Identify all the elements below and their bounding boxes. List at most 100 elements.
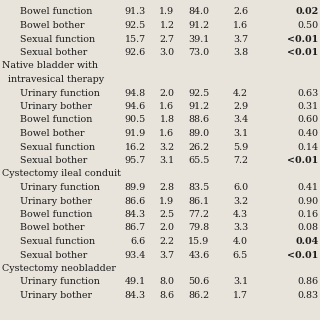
Text: Native bladder with: Native bladder with	[2, 61, 98, 70]
Text: 0.86: 0.86	[297, 277, 318, 286]
Text: 86.1: 86.1	[188, 196, 210, 205]
Text: 2.8: 2.8	[159, 183, 174, 192]
Text: Sexual bother: Sexual bother	[20, 48, 87, 57]
Text: 1.6: 1.6	[159, 129, 174, 138]
Text: Cystectomy ileal conduit: Cystectomy ileal conduit	[2, 170, 120, 179]
Text: 3.2: 3.2	[233, 196, 248, 205]
Text: 0.50: 0.50	[297, 21, 318, 30]
Text: 3.1: 3.1	[233, 277, 248, 286]
Text: 0.31: 0.31	[297, 102, 318, 111]
Text: Urinary bother: Urinary bother	[20, 291, 92, 300]
Text: 0.41: 0.41	[297, 183, 318, 192]
Text: 3.3: 3.3	[233, 223, 248, 233]
Text: 2.6: 2.6	[233, 7, 248, 17]
Text: 73.0: 73.0	[188, 48, 210, 57]
Text: 1.7: 1.7	[233, 291, 248, 300]
Text: 2.2: 2.2	[159, 237, 174, 246]
Text: 86.6: 86.6	[124, 196, 146, 205]
Text: 3.4: 3.4	[233, 116, 248, 124]
Text: Sexual function: Sexual function	[20, 35, 95, 44]
Text: 83.5: 83.5	[188, 183, 210, 192]
Text: 50.6: 50.6	[188, 277, 210, 286]
Text: 2.7: 2.7	[159, 35, 174, 44]
Text: Urinary function: Urinary function	[20, 277, 100, 286]
Text: 92.5: 92.5	[124, 21, 146, 30]
Text: Sexual function: Sexual function	[20, 142, 95, 151]
Text: 94.6: 94.6	[124, 102, 146, 111]
Text: 65.5: 65.5	[188, 156, 210, 165]
Text: 8.6: 8.6	[159, 291, 174, 300]
Text: 1.8: 1.8	[159, 116, 174, 124]
Text: Bowel bother: Bowel bother	[20, 223, 84, 233]
Text: 43.6: 43.6	[188, 251, 210, 260]
Text: 6.0: 6.0	[233, 183, 248, 192]
Text: 91.2: 91.2	[188, 21, 210, 30]
Text: Bowel bother: Bowel bother	[20, 21, 84, 30]
Text: 0.90: 0.90	[297, 196, 318, 205]
Text: 8.0: 8.0	[159, 277, 174, 286]
Text: 91.3: 91.3	[124, 7, 146, 17]
Text: 0.83: 0.83	[297, 291, 318, 300]
Text: 1.9: 1.9	[159, 7, 174, 17]
Text: 3.7: 3.7	[159, 251, 174, 260]
Text: 88.6: 88.6	[188, 116, 210, 124]
Text: intravesical therapy: intravesical therapy	[2, 75, 104, 84]
Text: 0.16: 0.16	[297, 210, 318, 219]
Text: 15.7: 15.7	[124, 35, 146, 44]
Text: 1.9: 1.9	[159, 196, 174, 205]
Text: 86.7: 86.7	[124, 223, 146, 233]
Text: Sexual bother: Sexual bother	[20, 156, 87, 165]
Text: 3.0: 3.0	[159, 48, 174, 57]
Text: Bowel bother: Bowel bother	[20, 129, 84, 138]
Text: Bowel function: Bowel function	[20, 7, 92, 17]
Text: 6.6: 6.6	[130, 237, 146, 246]
Text: 86.2: 86.2	[188, 291, 210, 300]
Text: 89.0: 89.0	[188, 129, 210, 138]
Text: 79.8: 79.8	[188, 223, 210, 233]
Text: Bowel function: Bowel function	[20, 116, 92, 124]
Text: 16.2: 16.2	[124, 142, 146, 151]
Text: 89.9: 89.9	[124, 183, 146, 192]
Text: 7.2: 7.2	[233, 156, 248, 165]
Text: 0.40: 0.40	[297, 129, 318, 138]
Text: 5.9: 5.9	[233, 142, 248, 151]
Text: 4.2: 4.2	[233, 89, 248, 98]
Text: Urinary bother: Urinary bother	[20, 196, 92, 205]
Text: 77.2: 77.2	[188, 210, 210, 219]
Text: Urinary bother: Urinary bother	[20, 102, 92, 111]
Text: 1.6: 1.6	[159, 102, 174, 111]
Text: 15.9: 15.9	[188, 237, 210, 246]
Text: Urinary function: Urinary function	[20, 89, 100, 98]
Text: 6.5: 6.5	[233, 251, 248, 260]
Text: 3.1: 3.1	[159, 156, 174, 165]
Text: 39.1: 39.1	[188, 35, 210, 44]
Text: <0.01: <0.01	[287, 35, 318, 44]
Text: 0.60: 0.60	[297, 116, 318, 124]
Text: 84.3: 84.3	[124, 291, 146, 300]
Text: 84.3: 84.3	[124, 210, 146, 219]
Text: 94.8: 94.8	[124, 89, 146, 98]
Text: 1.6: 1.6	[233, 21, 248, 30]
Text: <0.01: <0.01	[287, 156, 318, 165]
Text: 92.5: 92.5	[188, 89, 210, 98]
Text: 0.08: 0.08	[297, 223, 318, 233]
Text: 93.4: 93.4	[124, 251, 146, 260]
Text: 0.04: 0.04	[295, 237, 318, 246]
Text: Sexual function: Sexual function	[20, 237, 95, 246]
Text: 1.2: 1.2	[159, 21, 174, 30]
Text: 3.2: 3.2	[159, 142, 174, 151]
Text: <0.01: <0.01	[287, 48, 318, 57]
Text: 2.0: 2.0	[159, 223, 174, 233]
Text: 2.0: 2.0	[159, 89, 174, 98]
Text: 90.5: 90.5	[124, 116, 146, 124]
Text: Cystectomy neobladder: Cystectomy neobladder	[2, 264, 116, 273]
Text: 0.14: 0.14	[297, 142, 318, 151]
Text: 3.8: 3.8	[233, 48, 248, 57]
Text: Sexual bother: Sexual bother	[20, 251, 87, 260]
Text: 3.1: 3.1	[233, 129, 248, 138]
Text: 0.02: 0.02	[295, 7, 318, 17]
Text: 3.7: 3.7	[233, 35, 248, 44]
Text: 95.7: 95.7	[124, 156, 146, 165]
Text: 0.63: 0.63	[297, 89, 318, 98]
Text: 49.1: 49.1	[124, 277, 146, 286]
